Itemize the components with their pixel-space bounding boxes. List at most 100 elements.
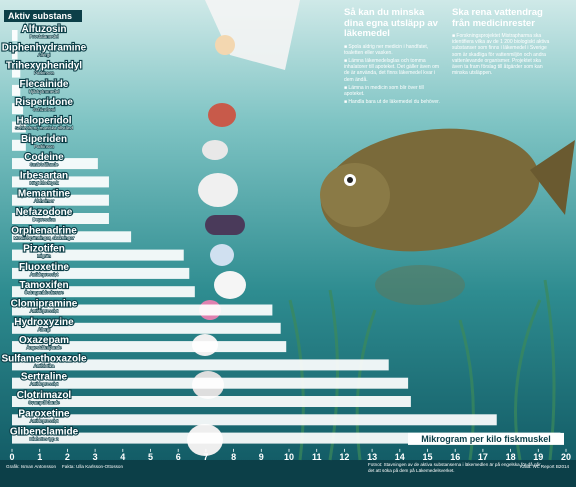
bar xyxy=(12,213,109,224)
tip: Lämna in medicin som blir över till apot… xyxy=(344,85,442,97)
category-label: Trihexyphenidyl xyxy=(6,61,82,72)
category-sublabel: Hjärtrytmmedel xyxy=(29,89,60,94)
bar xyxy=(12,377,409,389)
x-tick-label: 13 xyxy=(367,452,377,462)
x-tick-label: 11 xyxy=(312,452,322,462)
x-tick-label: 2 xyxy=(65,452,70,462)
category-label: Sertraline xyxy=(21,372,68,383)
footnote: Fotnot: Stavningen av de aktiva substans… xyxy=(368,462,541,473)
x-tick-label: 6 xyxy=(176,452,181,462)
category-sublabel: Antidepressivt xyxy=(30,418,59,423)
category-label: Diphenhydramine xyxy=(2,42,87,53)
x-tick-label: 0 xyxy=(9,452,14,462)
bar xyxy=(12,158,98,170)
category-label: Flecainide xyxy=(20,79,69,90)
project-box: Ska rena vattendrag från medicinrester F… xyxy=(452,7,550,78)
x-tick-label: 16 xyxy=(450,452,460,462)
x-tick-label: 5 xyxy=(148,452,153,462)
x-tick-label: 17 xyxy=(478,452,488,462)
project-title: Ska rena vattendrag från medicinrester xyxy=(452,7,543,29)
x-tick-label: 7 xyxy=(203,452,208,462)
category-label: Memantine xyxy=(18,189,71,200)
category-sublabel: Muskelspänningar, skakningar xyxy=(14,235,75,240)
category-label: Codeine xyxy=(24,152,64,163)
category-label: Glibenclamide xyxy=(10,427,79,438)
bar xyxy=(12,359,389,371)
x-tick-label: 10 xyxy=(284,452,294,462)
tip: Handla bara ut de läkemedel du behöver. xyxy=(344,99,442,105)
bar xyxy=(12,249,184,261)
category-sublabel: Svampdödande xyxy=(28,400,60,405)
category-label: Orphenadrine xyxy=(11,225,77,236)
x-tick-label: 9 xyxy=(259,452,264,462)
category-label: Fluoxetine xyxy=(19,262,69,273)
category-sublabel: Östrogenblockerare xyxy=(24,289,64,295)
tip: Lämna läkemedelsglas och tomma inhalator… xyxy=(344,58,442,83)
bar xyxy=(12,84,21,96)
category-sublabel: Högt blodtryck xyxy=(30,180,60,185)
category-label: Tamoxifen xyxy=(19,280,68,291)
category-sublabel: Alzheimer xyxy=(34,199,55,204)
category-sublabel: Allergi xyxy=(38,52,51,57)
bar xyxy=(12,432,561,444)
bar xyxy=(12,267,190,279)
x-tick-label: 3 xyxy=(93,452,98,462)
category-label: Nefazodone xyxy=(16,207,73,218)
bar xyxy=(12,194,109,206)
category-label: Biperiden xyxy=(21,134,67,145)
bar xyxy=(12,304,273,316)
category-sublabel: Schizofreni xyxy=(33,107,55,112)
x-tick-label: 1 xyxy=(37,452,42,462)
header-bg xyxy=(4,10,82,22)
category-sublabel: Antibiotika xyxy=(34,363,55,368)
category-label: Clomipramine xyxy=(11,299,78,310)
bar xyxy=(12,139,26,151)
category-sublabel: Antidepressivt xyxy=(30,309,59,314)
category-sublabel: Parkinson xyxy=(34,144,55,149)
x-tick-label: 12 xyxy=(339,452,349,462)
bar xyxy=(12,121,26,133)
bar xyxy=(12,30,18,41)
bar xyxy=(12,396,411,407)
category-sublabel: Parkinson xyxy=(34,71,55,76)
category-sublabel: Schizofreni, maniska tillstånd xyxy=(15,125,74,131)
category-label: Oxazepam xyxy=(19,335,69,346)
tip: Spola aldrig ner medicin i handfatet, to… xyxy=(344,44,442,56)
x-tick-label: 4 xyxy=(120,452,125,462)
credit: Grafik: Isman Antonsson xyxy=(6,464,57,469)
source: Källa: IVL Report B2014 xyxy=(520,464,570,469)
category-sublabel: Antidepressivt xyxy=(30,382,59,387)
bar xyxy=(12,341,287,353)
x-tick-label: 19 xyxy=(533,452,543,462)
project-text: Forskningsprojektet Mistrapharma ska ide… xyxy=(452,33,550,76)
category-label: Clotrimazol xyxy=(17,390,72,401)
bar xyxy=(12,231,132,243)
bar xyxy=(12,286,195,298)
category-label: Haloperidol xyxy=(16,116,71,127)
category-sublabel: Smärtstillande xyxy=(30,162,59,167)
category-sublabel: Migrän xyxy=(37,254,51,259)
bar xyxy=(12,322,281,334)
category-label: Pizotifen xyxy=(23,244,65,255)
x-tick-label: 18 xyxy=(506,452,516,462)
category-sublabel: Allergi xyxy=(38,327,51,332)
category-sublabel: Depression xyxy=(33,217,56,222)
category-label: Sulfamethoxazole xyxy=(1,353,86,364)
column-header: Aktiv substans xyxy=(8,11,72,21)
bar xyxy=(12,66,21,78)
category-sublabel: Ångestdämpande xyxy=(26,344,62,350)
credit: Fakta: Ulla Karlsson-Ottosson xyxy=(62,464,124,469)
tips-box: Så kan du minska dina egna utsläpp av lä… xyxy=(344,7,442,107)
bar xyxy=(12,176,109,188)
category-sublabel: Antidepressivt xyxy=(30,272,59,277)
axis-label-bg xyxy=(408,432,564,445)
x-tick-label: 15 xyxy=(422,452,432,462)
bar xyxy=(12,48,18,60)
category-label: Paroxetine xyxy=(18,408,70,419)
category-sublabel: Prostatamedel xyxy=(29,34,58,39)
tips-title: Så kan du minska dina egna utsläpp av lä… xyxy=(344,7,438,39)
category-label: Irbesartan xyxy=(20,170,68,181)
